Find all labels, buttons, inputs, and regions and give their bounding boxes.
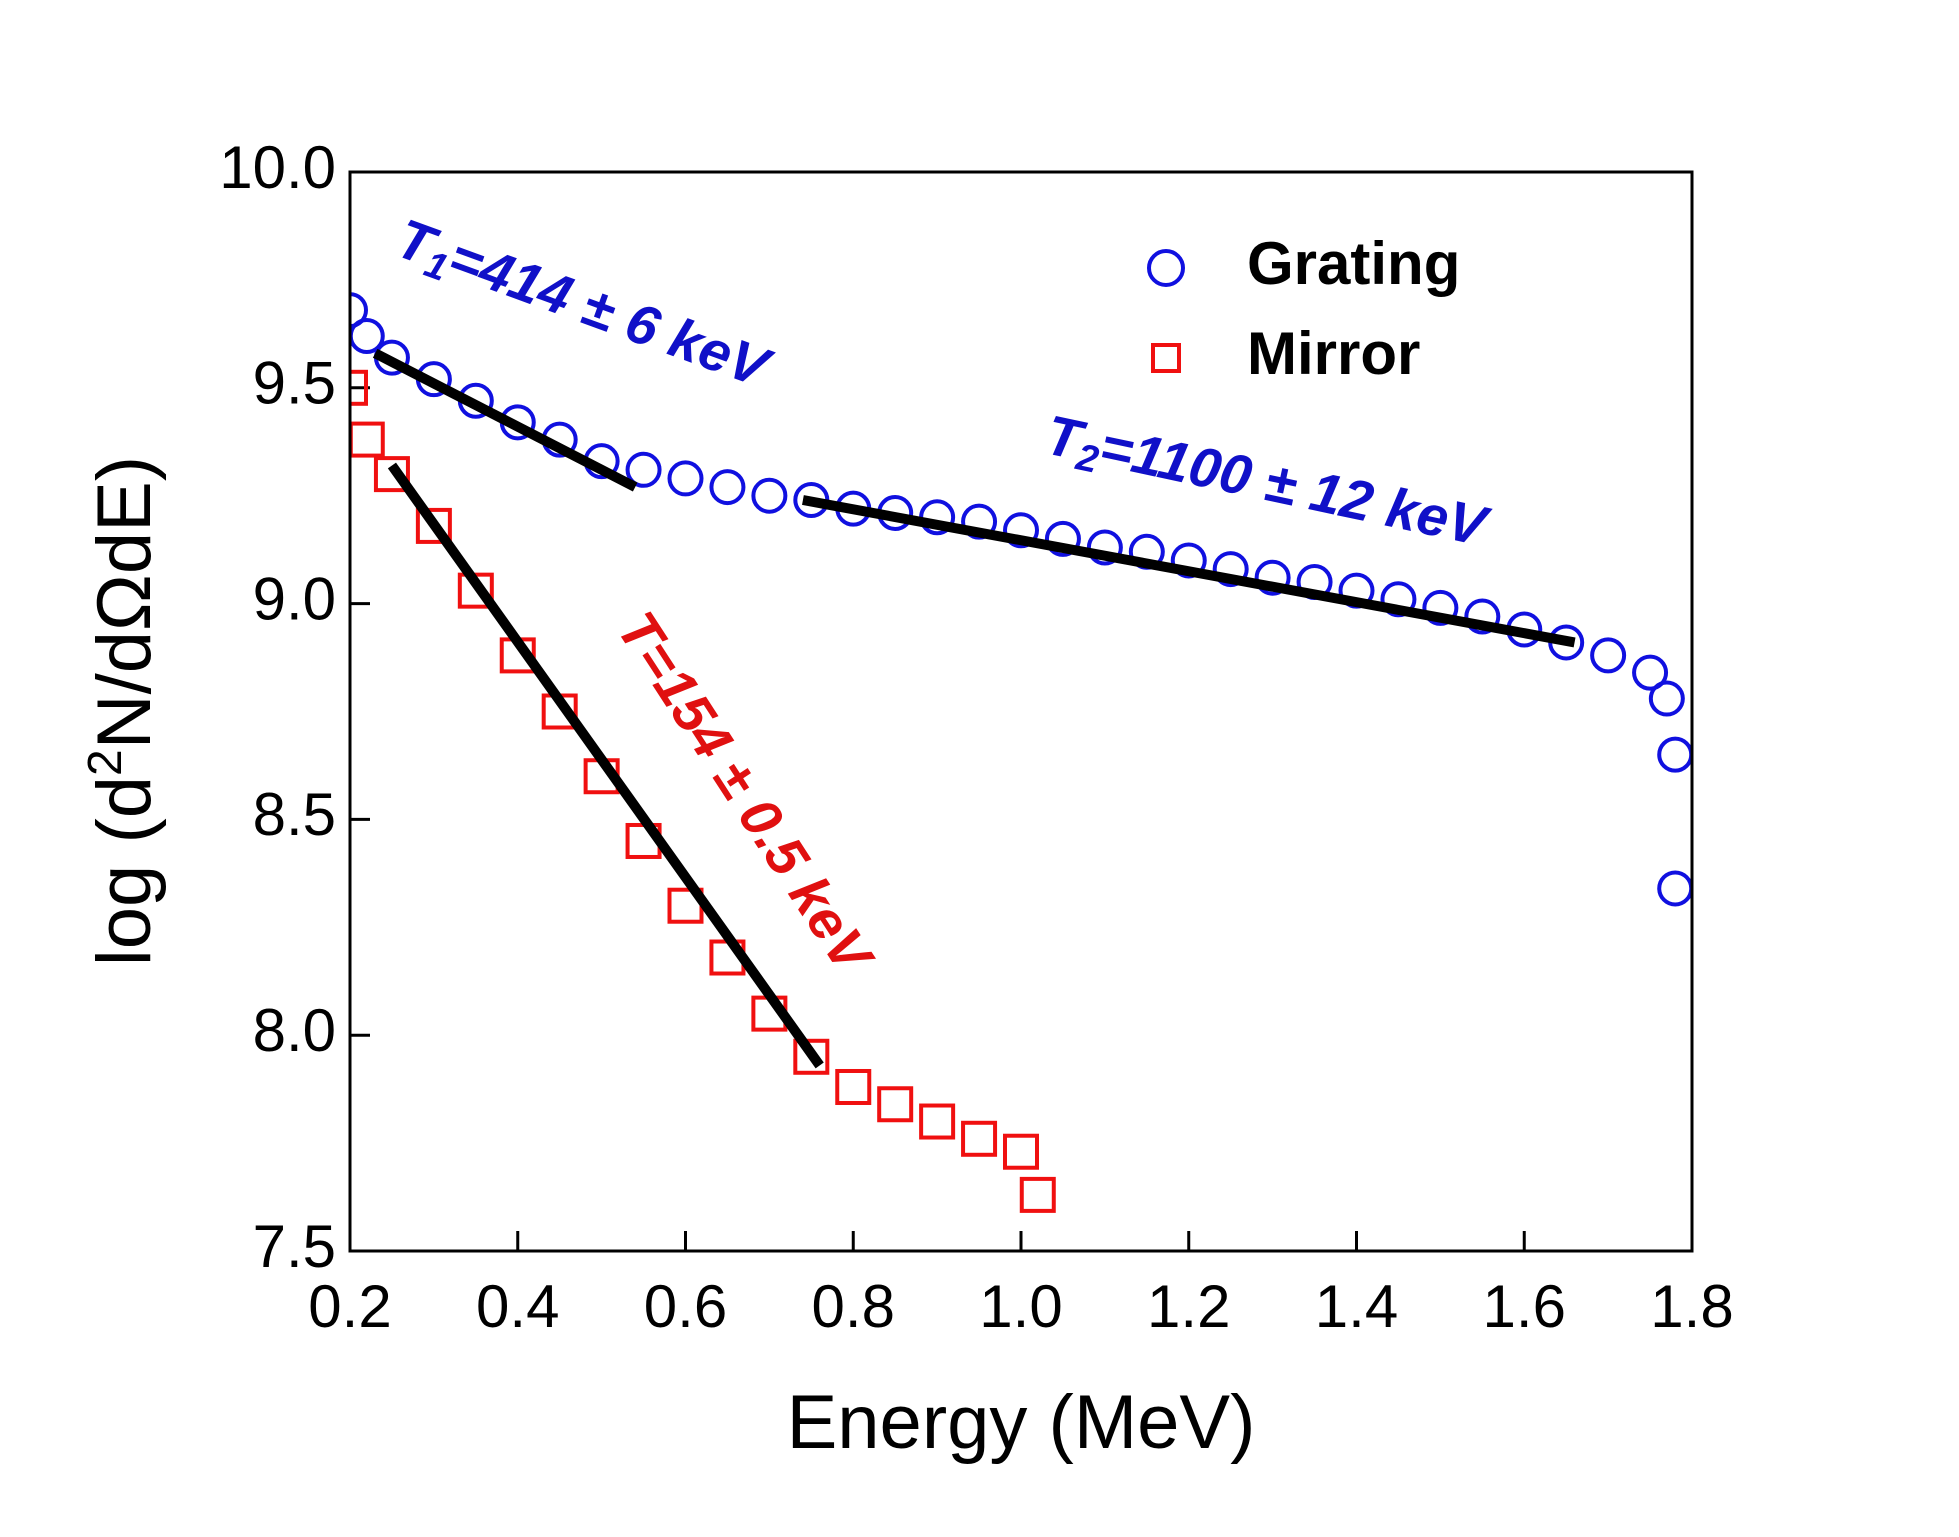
- y-tick-label: 8.5: [253, 781, 336, 848]
- point: [1254, 559, 1291, 596]
- y-tick-label: 7.5: [253, 1213, 336, 1280]
- y-tick-label: 9.0: [253, 565, 336, 632]
- y-tick-label: 8.0: [253, 997, 336, 1064]
- x-axis-label: Energy (MeV): [787, 1380, 1256, 1465]
- y-label-part: N/dΩdE): [82, 456, 167, 749]
- y-axis-label: log (d2N/dΩdE): [79, 456, 167, 966]
- plot-area: [350, 292, 1692, 1213]
- x-tick-label: 1.2: [1147, 1273, 1230, 1340]
- x-tick-label: 0.2: [308, 1273, 391, 1340]
- point: [1422, 589, 1459, 626]
- point: [1019, 1176, 1056, 1213]
- point: [667, 460, 704, 497]
- x-tick-label: 1.4: [1315, 1273, 1398, 1340]
- point: [1212, 551, 1249, 588]
- annotation-part: =414 ± 6 keV: [441, 225, 781, 400]
- point: [1170, 542, 1207, 579]
- annotation: T1=414 ± 6 keV: [387, 206, 781, 406]
- x-tick-label: 0.8: [812, 1273, 895, 1340]
- plot-frame: [348, 170, 1694, 1253]
- fit-line: [802, 495, 1576, 648]
- point: [1657, 870, 1692, 907]
- point: [1086, 529, 1123, 566]
- point: [961, 1120, 998, 1157]
- y-label-sup: 2: [79, 749, 132, 776]
- point: [793, 1038, 830, 1075]
- annotation-part: T=154 ± 0.5 keV: [606, 600, 888, 986]
- point: [1003, 1133, 1039, 1170]
- point: [1590, 637, 1627, 674]
- fit-line: [372, 348, 638, 492]
- point: [877, 1086, 914, 1123]
- x-tick-label: 0.4: [476, 1273, 559, 1340]
- x-tick-label: 0.6: [644, 1273, 727, 1340]
- y-tick-label: 9.5: [253, 350, 336, 417]
- y-tick-label: 10.0: [219, 134, 336, 201]
- point: [373, 456, 410, 493]
- point: [1657, 736, 1692, 773]
- point: [625, 451, 662, 488]
- point: [1003, 512, 1039, 549]
- annotation: T2=1100 ± 12 keV: [1039, 403, 1496, 565]
- legend-label: Mirror: [1247, 320, 1420, 387]
- point: [350, 421, 385, 458]
- point: [835, 1068, 872, 1105]
- annotation: T=154 ± 0.5 keV: [606, 600, 888, 986]
- point: [709, 469, 746, 506]
- point: [919, 1103, 956, 1140]
- point: [1380, 581, 1417, 618]
- point: [415, 507, 452, 544]
- x-tick-label: 1.6: [1483, 1273, 1566, 1340]
- legend-marker: [1147, 249, 1185, 287]
- y-label-part: log (d: [82, 776, 167, 966]
- x-tick-label: 1.8: [1650, 1273, 1733, 1340]
- legend-label: Grating: [1247, 230, 1460, 297]
- point: [350, 369, 368, 406]
- point: [1464, 598, 1501, 635]
- fit-line: [387, 462, 824, 1069]
- legend-marker: [1151, 343, 1181, 373]
- x-tick-label: 1.0: [979, 1273, 1062, 1340]
- point: [1044, 520, 1081, 557]
- point: [1648, 680, 1685, 717]
- point: [751, 477, 788, 514]
- point: [1632, 654, 1669, 691]
- point: [350, 292, 368, 329]
